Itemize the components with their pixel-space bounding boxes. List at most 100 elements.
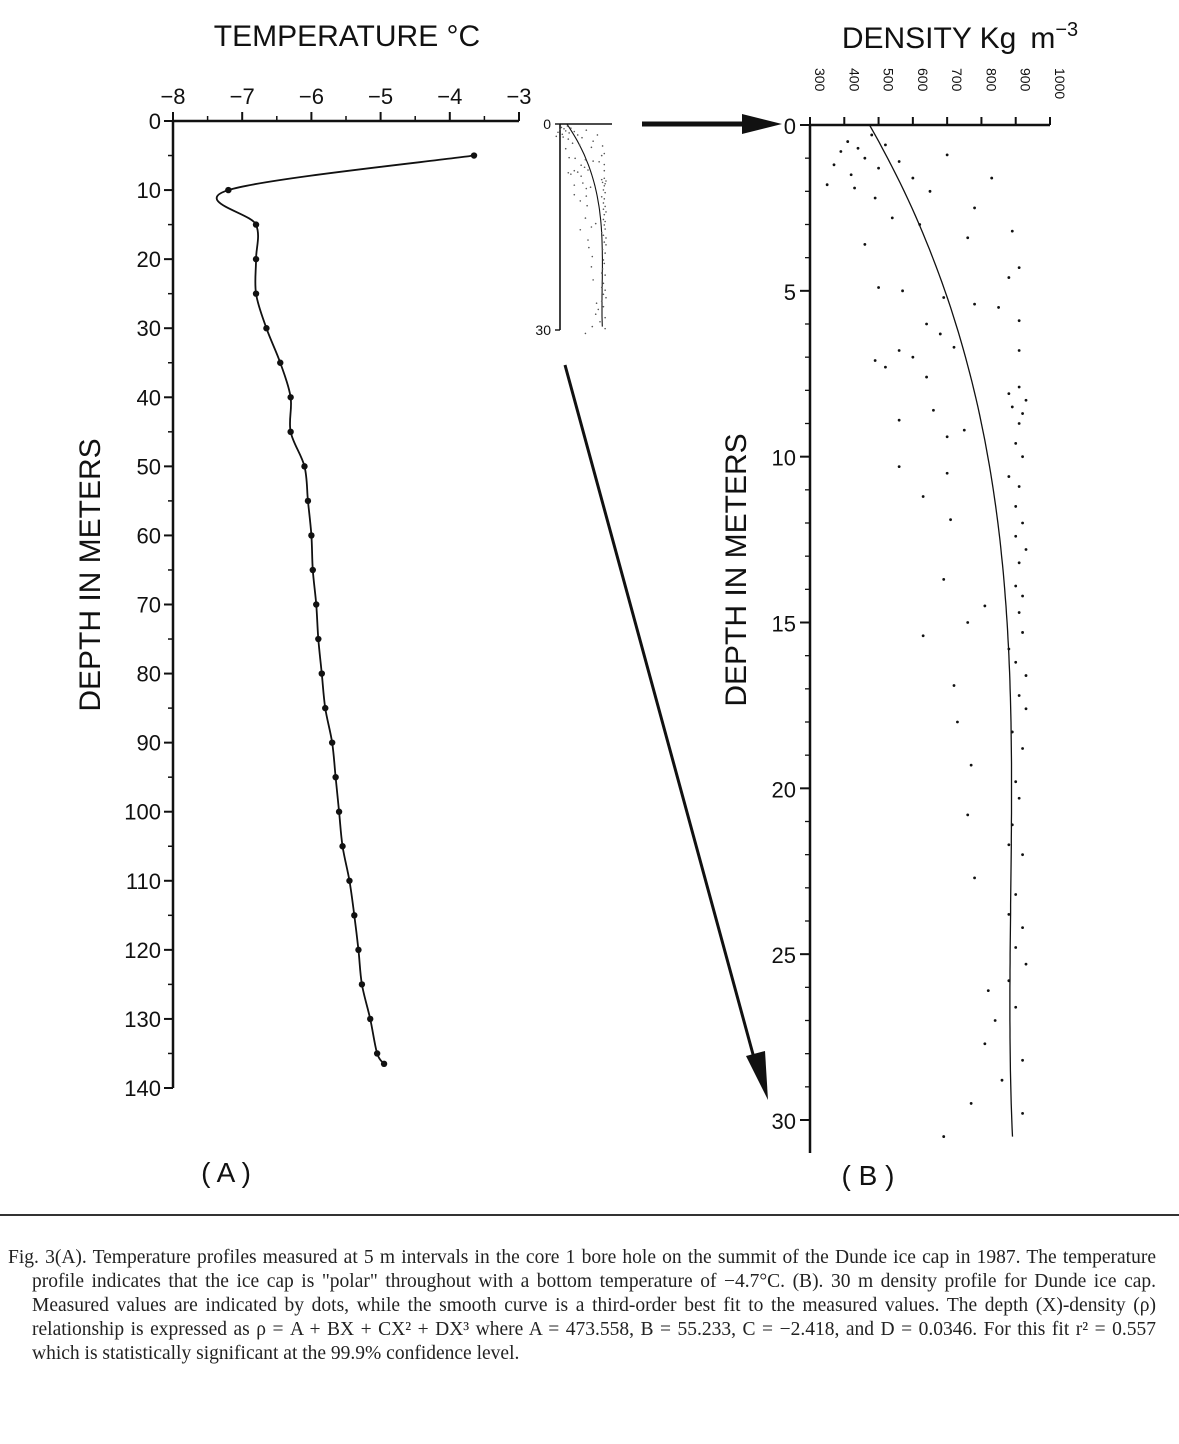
panel-b-y-tick-label: 30: [772, 1109, 796, 1134]
inset-density-dot: [568, 132, 570, 134]
panel-a-y-tick-label: 50: [137, 454, 161, 479]
inset-density-dot: [591, 325, 594, 328]
panel-b-density-measurement: [1017, 485, 1021, 488]
panel-b-density-measurement: [952, 345, 956, 349]
inset-density-dot: [573, 184, 576, 186]
panel-a-y-tick-label: 70: [137, 593, 161, 618]
inset-density-dot: [599, 320, 601, 323]
panel-b-density-measurement: [1007, 647, 1011, 651]
panel-b-density-measurement: [890, 216, 894, 220]
panel-b-x-tick-label: 600: [915, 68, 931, 92]
inset-density-dot: [602, 293, 605, 296]
panel-b-density-measurement: [1010, 229, 1014, 233]
panel-b-density-measurement: [921, 495, 925, 498]
panel-b-density-measurement: [863, 156, 867, 160]
panel-b-density-measurement: [1017, 561, 1021, 565]
panel-a-data-point: [309, 566, 316, 574]
inset-density-dot: [597, 308, 600, 311]
inset-density-dot: [595, 302, 598, 305]
panel-a-y-tick-label: 130: [124, 1007, 161, 1032]
panel-a-data-marks: [216, 152, 478, 1068]
inset-density-dot: [603, 185, 606, 187]
inset-density-dot: [602, 218, 605, 221]
panel-b-density-measurement: [1007, 979, 1011, 983]
panel-b-best-fit-curve: [868, 124, 1014, 1137]
inset-density-dot: [576, 134, 579, 136]
panel-a-data-point: [225, 186, 232, 194]
inset-density-dot: [568, 156, 570, 159]
panel-b-density-measurement: [873, 196, 877, 200]
panel-b-density-measurement: [986, 989, 990, 993]
panel-a-data-point: [328, 739, 336, 746]
inset-density-dot: [586, 204, 588, 207]
panel-b-density-measurement: [932, 408, 935, 412]
inset-density-dot: [601, 181, 604, 184]
panel-a-x-tick-label: −7: [230, 84, 255, 109]
inset-density-dot: [601, 248, 604, 251]
inset-density-dot: [603, 262, 606, 265]
panel-b-density-measurement: [1010, 730, 1014, 734]
inset-density-dot: [605, 296, 607, 299]
inset-density-dot: [604, 289, 606, 291]
panel-b-x-tick-label: 300: [812, 68, 828, 92]
panel-b-density-measurement: [849, 173, 853, 177]
panel-a-x-tick-label: −4: [437, 84, 462, 109]
panel-a-x-tick-label: −8: [160, 84, 185, 109]
panel-b-density-measurement: [945, 153, 949, 157]
panel-a-data-point: [335, 808, 343, 815]
panel-a-data-point: [252, 290, 260, 297]
inset-density-dot: [594, 313, 597, 316]
inset-density-dot: [582, 182, 584, 184]
inset-fit-curve: [566, 123, 603, 327]
panel-b-density-measurement: [1017, 349, 1021, 352]
panel-a-data-point: [355, 946, 362, 954]
panel-b-density-measurement: [1014, 505, 1018, 508]
inset-density-dot: [603, 213, 606, 216]
panel-b-density-measurement: [1014, 946, 1018, 949]
inset-density-dot: [605, 244, 607, 246]
inset-density-dot: [592, 140, 594, 142]
panel-b-x-tick-label: 800: [983, 68, 999, 92]
panel-b-density-measurement: [1014, 1005, 1018, 1009]
inset-density-dot: [602, 259, 605, 261]
inset-density-dot: [602, 234, 605, 237]
panel-a-data-point: [277, 359, 284, 366]
panel-b-density-measurement: [942, 296, 946, 299]
inset-density-dot: [602, 202, 605, 204]
inset-density-dot: [567, 171, 570, 174]
panel-a-temperature-chart: TEMPERATURE °C DEPTH IN METERS ( A ) −8−…: [74, 20, 532, 1188]
panel-b-density-measurement: [925, 322, 928, 326]
inset-y-tick-label: 30: [535, 322, 551, 338]
panel-b-density-measurement: [856, 146, 860, 150]
inset-density-dot: [605, 180, 607, 182]
panel-b-density-measurement: [993, 1019, 997, 1022]
inset-density-dot: [573, 130, 576, 133]
panel-b-density-measurement: [952, 684, 956, 687]
inset-density-dot: [589, 186, 592, 188]
panel-b-density-measurement: [945, 471, 949, 475]
panel-b-density-measurement: [825, 183, 829, 187]
inset-density-dot: [600, 178, 603, 181]
panel-a-y-tick-label: 120: [124, 938, 161, 963]
panel-b-density-measurement: [1021, 926, 1024, 930]
inset-density-dot: [566, 125, 569, 127]
panel-b-density-measurement: [1014, 780, 1018, 784]
inset-density-preview: 0 30: [535, 116, 612, 338]
panel-b-density-measurement: [1014, 442, 1018, 445]
panel-a-data-point: [313, 601, 320, 608]
panel-b-density-measurement: [1014, 660, 1018, 664]
panel-b-density-measurement: [1024, 707, 1028, 711]
panel-b-label: ( B ): [842, 1160, 895, 1191]
panel-b-density-measurement: [877, 166, 880, 170]
inset-density-dot: [578, 143, 581, 146]
inset-density-dot: [600, 195, 603, 198]
panel-a-data-point: [380, 1060, 388, 1068]
inset-density-dot: [594, 222, 597, 225]
panel-b-x-tick-label: 700: [949, 68, 965, 92]
panel-a-y-tick-label: 40: [137, 385, 161, 410]
inset-density-dot: [604, 274, 606, 276]
panel-b-density-measurement: [973, 876, 976, 880]
panel-b-density-measurement: [969, 1102, 973, 1105]
panel-b-density-measurement: [969, 763, 973, 767]
panel-b-y-tick-label: 0: [784, 114, 796, 139]
